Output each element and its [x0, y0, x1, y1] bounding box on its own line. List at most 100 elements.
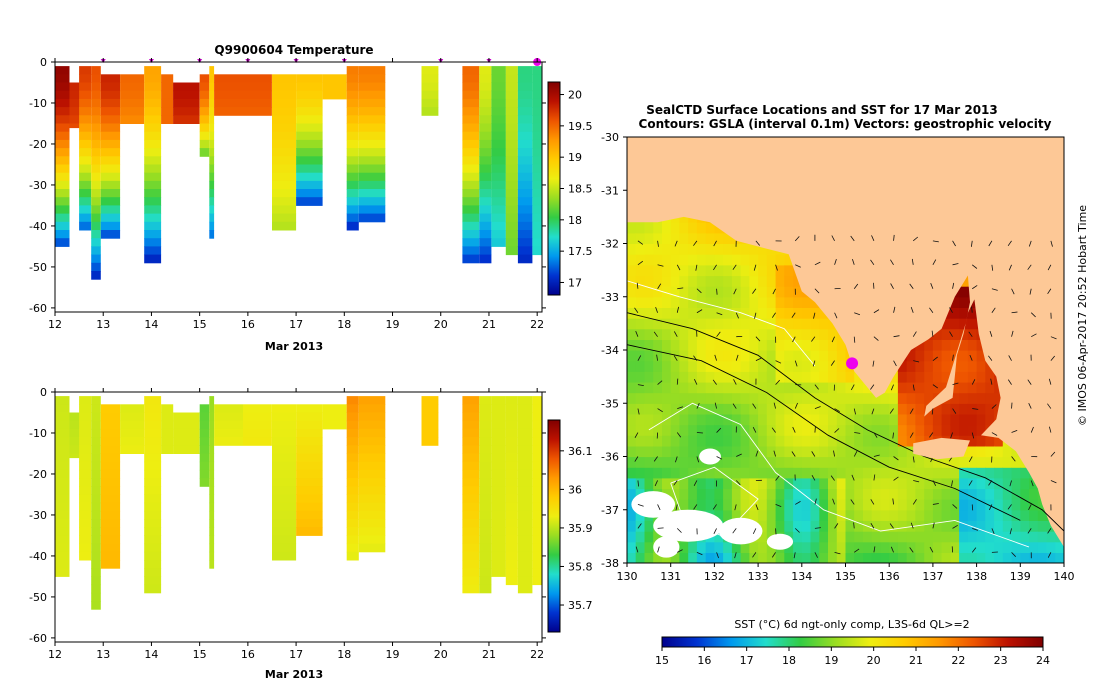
- profile-cell: [79, 437, 92, 446]
- sst-cell: [662, 467, 672, 479]
- profile-cell: [100, 469, 121, 479]
- sst-cell: [635, 254, 645, 266]
- sst-cell: [766, 254, 777, 266]
- sst-cell: [635, 531, 645, 543]
- sst-cell: [749, 350, 759, 362]
- velocity-vector: [873, 432, 878, 438]
- profile-cell: [209, 469, 215, 479]
- velocity-vector: [772, 288, 776, 295]
- profile-cell: [55, 519, 70, 528]
- sst-cell: [627, 520, 637, 532]
- velocity-vector: [1030, 312, 1036, 318]
- sst-cell: [644, 552, 654, 563]
- sst-cell: [662, 296, 672, 308]
- profile-cell: [209, 437, 215, 446]
- cloud-mask: [718, 517, 763, 545]
- sst-cell: [705, 541, 715, 553]
- profile-cell: [55, 164, 70, 174]
- sst-cell: [731, 541, 742, 553]
- sst-cell: [880, 445, 890, 458]
- sst-cell: [766, 286, 777, 298]
- profile-cell: [505, 90, 518, 100]
- profile-cell: [79, 404, 92, 413]
- profile-cell: [272, 131, 297, 141]
- sst-cell: [688, 381, 698, 394]
- sst-cell: [793, 350, 803, 362]
- sst-cell: [670, 286, 680, 298]
- velocity-vector: [656, 354, 658, 361]
- sst-cell: [670, 424, 680, 436]
- profile-cell: [272, 461, 297, 471]
- sst-cell: [836, 424, 847, 436]
- profile-cell: [479, 412, 492, 422]
- sst-cell: [889, 381, 899, 394]
- profile-cell: [532, 148, 542, 157]
- sst-cell: [836, 477, 847, 490]
- sst-cell: [932, 552, 943, 563]
- sst-colorbar-tick-label: 17: [740, 654, 754, 667]
- sst-cell: [644, 531, 654, 543]
- sst-cell: [705, 264, 715, 277]
- sst-cell: [662, 424, 672, 436]
- velocity-vector: [637, 408, 640, 415]
- velocity-vector: [634, 456, 639, 462]
- profile-cell: [69, 420, 84, 430]
- profile-cell: [91, 560, 101, 569]
- sst-cell: [828, 488, 838, 500]
- profile-cell: [55, 502, 70, 512]
- sst-cell: [906, 350, 916, 362]
- sst-cell: [758, 254, 768, 266]
- profile-cell: [91, 262, 101, 272]
- profile-cell: [462, 172, 480, 182]
- kangaroo-island: [913, 437, 970, 460]
- profile-cell: [91, 254, 101, 264]
- sst-cell: [941, 350, 951, 362]
- sst-cell: [950, 509, 960, 521]
- velocity-vector: [795, 501, 801, 505]
- sst-cell: [836, 413, 847, 426]
- sst-cell: [897, 435, 908, 447]
- sst-cell: [985, 552, 995, 563]
- sst-cell: [758, 477, 768, 490]
- sst-cell: [1002, 445, 1013, 458]
- profile-cell: [358, 494, 386, 504]
- profile-cell: [505, 510, 518, 520]
- sst-cell: [714, 307, 724, 319]
- sst-cell: [793, 307, 803, 319]
- profile-cell: [144, 437, 162, 446]
- profile-cell: [91, 238, 101, 247]
- velocity-vector: [969, 354, 973, 361]
- sst-cell: [653, 350, 663, 362]
- profile-cell: [79, 527, 92, 536]
- profile-cell: [532, 66, 542, 75]
- sst-cell: [696, 445, 707, 458]
- profile-cell: [358, 428, 386, 438]
- sst-cell: [845, 371, 855, 383]
- velocity-vector: [752, 403, 757, 409]
- sst-cell: [627, 413, 637, 426]
- sst-cell: [967, 477, 978, 490]
- sst-cell: [828, 339, 838, 351]
- profile-cell: [532, 576, 542, 586]
- sst-cell: [1064, 148, 1073, 159]
- profile-cell: [144, 180, 162, 190]
- sst-cell: [731, 488, 742, 500]
- velocity-vector: [775, 264, 778, 271]
- sst-cell: [793, 520, 803, 532]
- profile-cell: [69, 428, 84, 438]
- velocity-vector: [657, 546, 660, 553]
- sst-cell: [714, 286, 724, 298]
- sst-cell: [1037, 541, 1048, 553]
- sst-cell: [828, 456, 838, 468]
- sst-cell: [784, 467, 794, 479]
- sst-cell: [635, 520, 645, 532]
- profile-cell: [173, 445, 200, 454]
- sst-cell: [635, 403, 645, 415]
- sst-cell: [1064, 180, 1073, 191]
- velocity-vector: [932, 384, 939, 389]
- profile-cell: [505, 189, 518, 198]
- profile-cell: [199, 428, 210, 438]
- profile-cell: [296, 139, 323, 149]
- profile-cell: [69, 412, 84, 422]
- sst-cell: [985, 520, 995, 532]
